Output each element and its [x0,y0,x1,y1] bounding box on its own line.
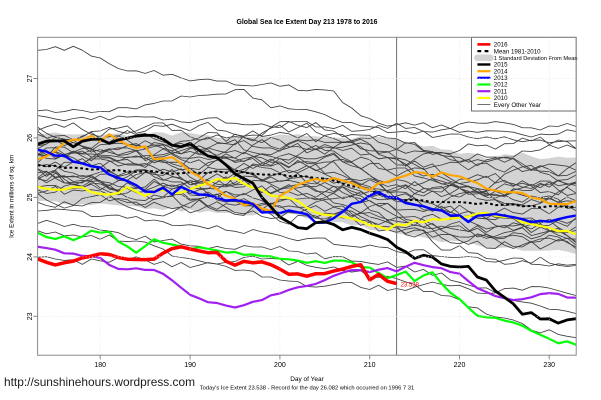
svg-text:2011: 2011 [494,88,508,95]
svg-text:25: 25 [27,193,34,201]
svg-text:Mean 1981-2010: Mean 1981-2010 [494,48,541,55]
svg-text:Ice Extent in millions of sq.: Ice Extent in millions of sq. km [9,155,16,238]
svg-text:210: 210 [364,362,376,369]
svg-text:23.538: 23.538 [401,282,420,288]
svg-text:26: 26 [27,134,34,142]
svg-text:Today's Ice Extent 23.538 -: Today's Ice Extent 23.538 - Record for t… [200,386,414,392]
svg-text:2012: 2012 [494,82,508,89]
svg-text:2016: 2016 [494,42,508,49]
svg-text:23: 23 [27,312,34,320]
svg-text:200: 200 [274,362,286,369]
svg-text:2014: 2014 [494,68,508,75]
svg-text:230: 230 [543,362,555,369]
svg-text:220: 220 [454,362,466,369]
svg-text:2010: 2010 [494,95,508,102]
svg-text:http://sunshinehours.wordpress: http://sunshinehours.wordpress.com [4,375,195,389]
svg-text:Day of Year: Day of Year [290,376,324,383]
svg-text:190: 190 [184,362,196,369]
svg-text:180: 180 [94,362,106,369]
svg-text:24: 24 [27,253,34,261]
svg-text:2013: 2013 [494,75,508,82]
svg-text:27: 27 [27,75,34,83]
svg-text:2015: 2015 [494,62,508,69]
svg-text:Global Sea Ice Extent Day 213: Global Sea Ice Extent Day 213 1978 to 20… [237,19,378,26]
svg-text:1 Standard Deviation From Mean: 1 Standard Deviation From Mean [494,56,578,62]
svg-text:Every Other Year: Every Other Year [494,102,541,109]
